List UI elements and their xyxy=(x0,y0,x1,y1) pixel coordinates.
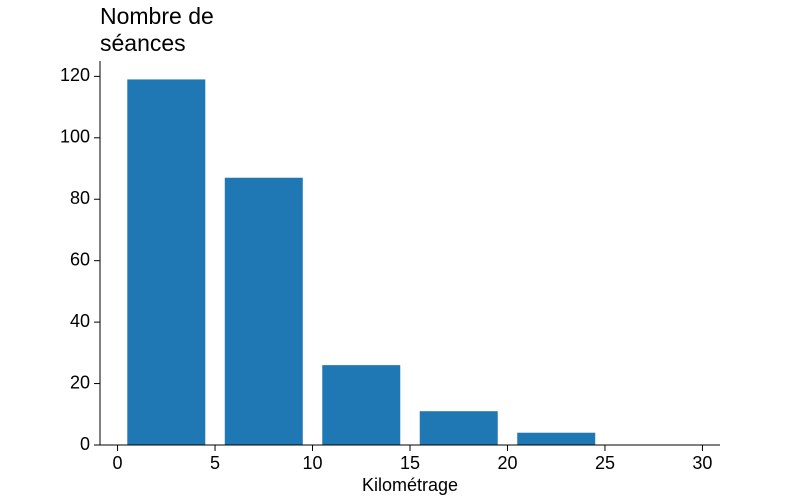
bar xyxy=(127,79,206,445)
x-tick-label: 15 xyxy=(400,453,420,473)
bar xyxy=(224,177,303,445)
y-tick-label: 0 xyxy=(80,434,90,454)
x-tick-label: 5 xyxy=(210,453,220,473)
bar xyxy=(419,411,498,445)
x-axis-label: Kilométrage xyxy=(362,475,458,495)
y-tick-label: 60 xyxy=(70,249,90,269)
y-tick-label: 80 xyxy=(70,188,90,208)
bar xyxy=(517,432,596,445)
y-tick-label: 120 xyxy=(60,65,90,85)
x-tick-label: 30 xyxy=(692,453,712,473)
y-tick-label: 40 xyxy=(70,311,90,331)
y-tick-label: 100 xyxy=(60,127,90,147)
y-axis-label: Nombre de séances xyxy=(100,3,214,56)
x-tick-label: 10 xyxy=(303,453,323,473)
x-tick-label: 25 xyxy=(595,453,615,473)
x-tick-label: 0 xyxy=(113,453,123,473)
y-tick-label: 20 xyxy=(70,372,90,392)
bar xyxy=(322,365,401,445)
x-tick-label: 20 xyxy=(497,453,517,473)
